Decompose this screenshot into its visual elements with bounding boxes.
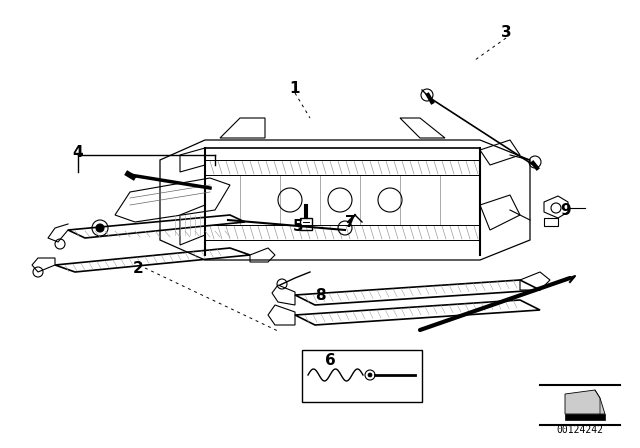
Circle shape [96, 224, 104, 232]
Text: 4: 4 [73, 145, 83, 159]
Polygon shape [565, 414, 605, 420]
Text: 2: 2 [132, 260, 143, 276]
Text: 8: 8 [315, 288, 325, 302]
Circle shape [368, 373, 372, 377]
Polygon shape [565, 390, 605, 414]
Text: 7: 7 [345, 215, 355, 229]
Text: 1: 1 [290, 81, 300, 95]
Text: 3: 3 [500, 25, 511, 39]
Text: 6: 6 [324, 353, 335, 367]
Text: 5: 5 [292, 219, 303, 233]
Text: 00124242: 00124242 [557, 425, 604, 435]
Text: 9: 9 [561, 202, 572, 217]
Bar [302, 350, 422, 402]
